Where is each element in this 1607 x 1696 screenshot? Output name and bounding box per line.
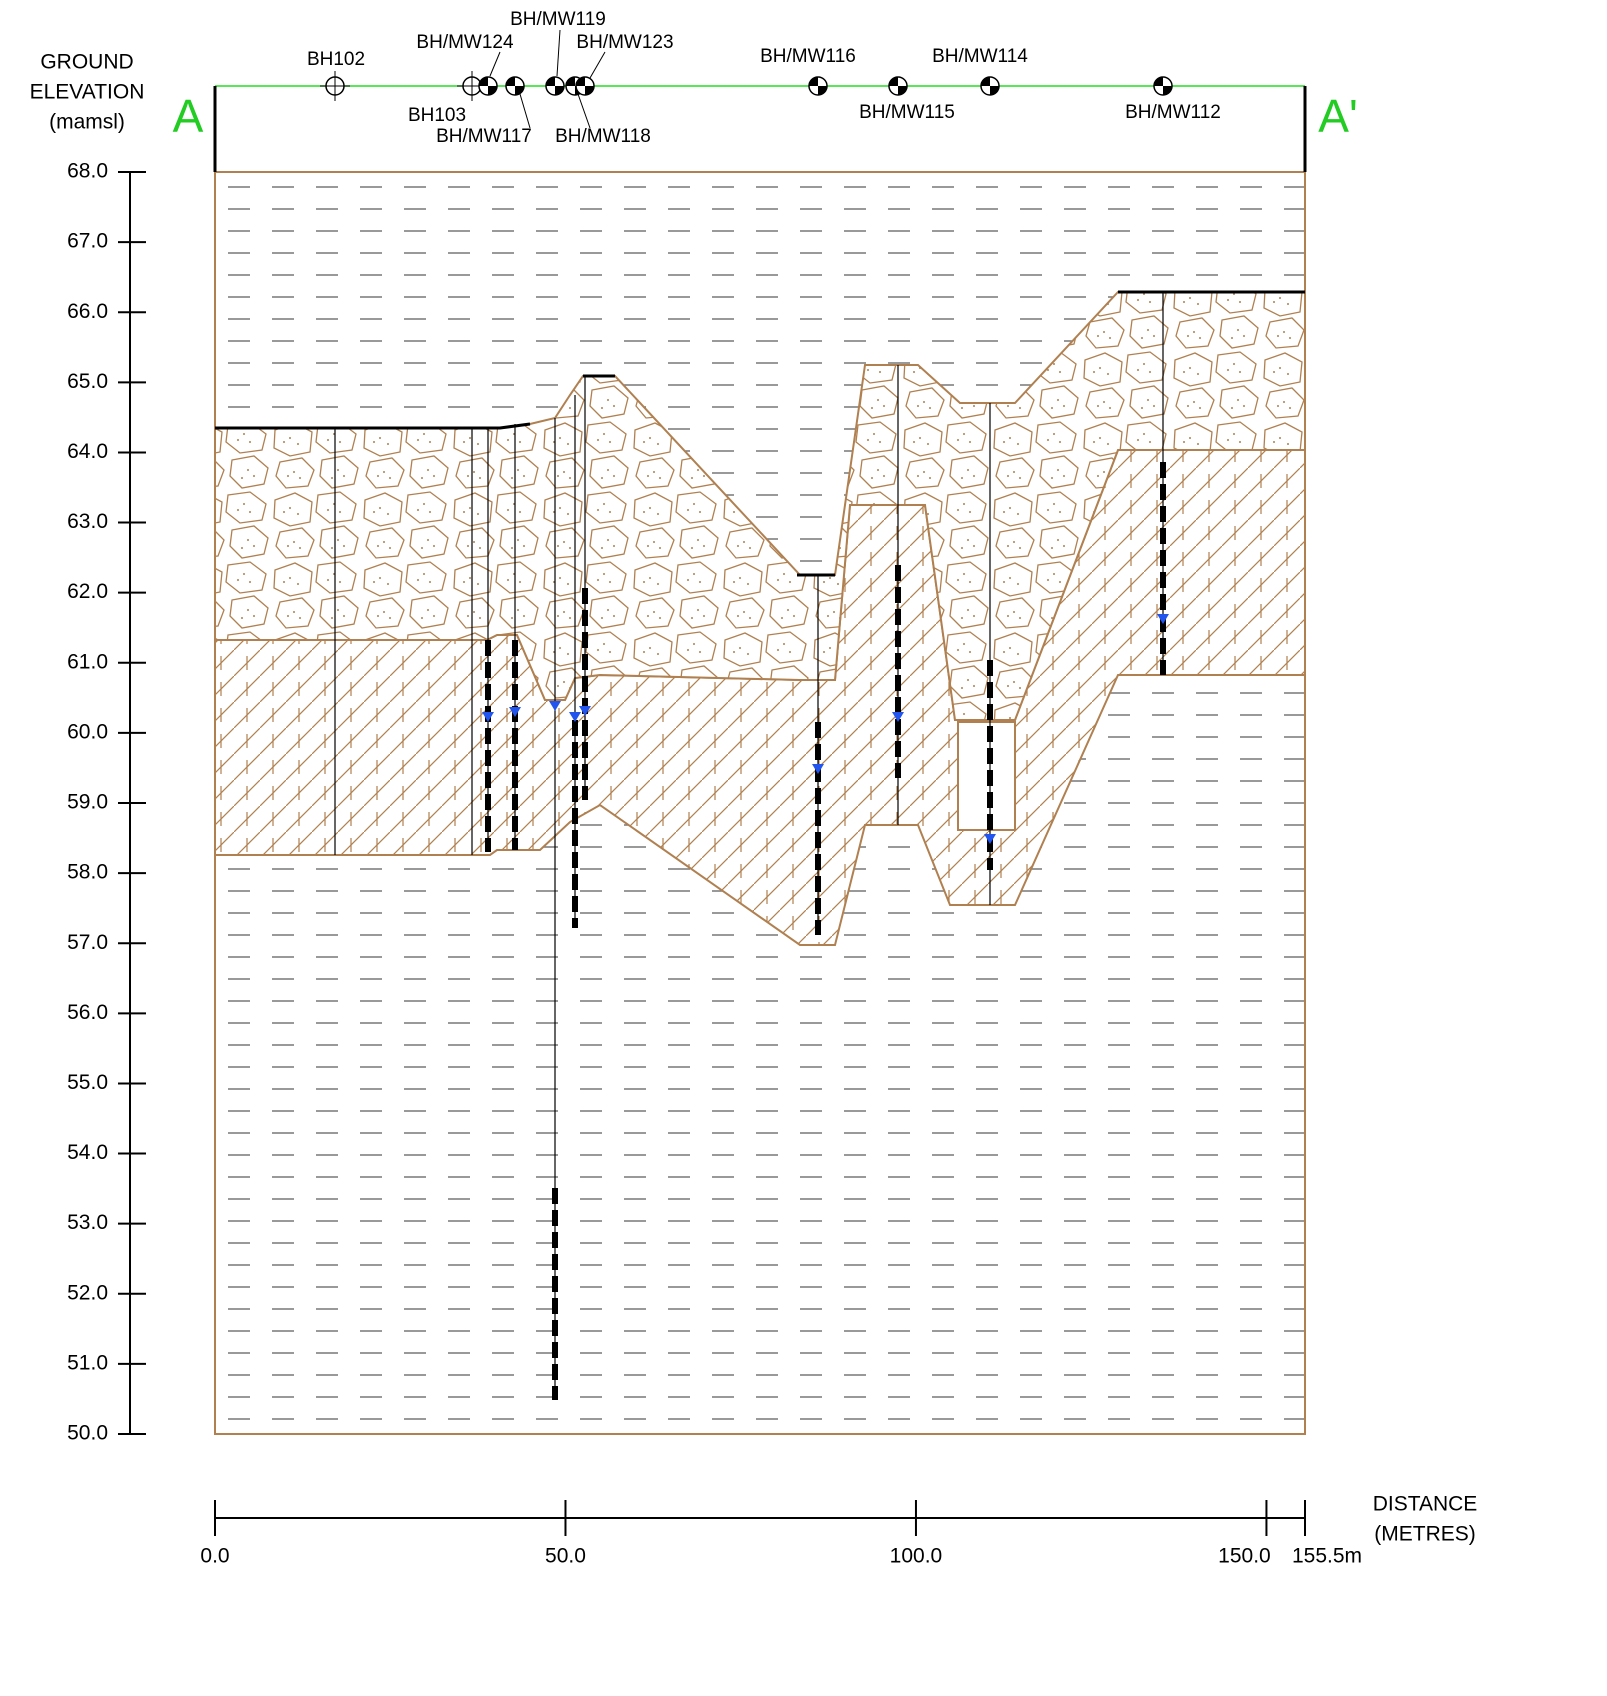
tick-label: 0.0 [200, 1545, 229, 1568]
borehole-label: BH/MW124 [416, 32, 514, 53]
tick-label: 150.0 [1218, 1545, 1271, 1568]
borehole-label: BH/MW119 [510, 9, 606, 30]
borehole-label: BH/MW117 [436, 126, 532, 147]
leader-line [590, 52, 605, 78]
tick-label: 56.0 [67, 1001, 108, 1024]
tick-label: 58.0 [67, 861, 108, 884]
tick-label: 68.0 [67, 160, 108, 183]
tick-label: 63.0 [67, 510, 108, 533]
section-end-label: A' [1318, 90, 1357, 142]
tick-label: 50.0 [545, 1545, 586, 1568]
axis-title: (mamsl) [49, 111, 125, 134]
sand-lens [958, 722, 1015, 830]
leader-line [557, 30, 560, 76]
borehole-label: BH/MW115 [859, 102, 955, 123]
leader-line [520, 94, 530, 128]
cross-section: A A' GROUND ELEVATION (mamsl) DISTANCE (… [0, 0, 1607, 1691]
borehole-label: BH/MW123 [576, 32, 673, 53]
tick-label: 60.0 [67, 720, 108, 743]
tick-label: 61.0 [67, 650, 108, 673]
axis-title: (METRES) [1374, 1523, 1476, 1546]
borehole-label: BH/MW112 [1125, 102, 1221, 123]
tick-label: 62.0 [67, 580, 108, 603]
tick-label: 50.0 [67, 1422, 108, 1445]
tick-label: 51.0 [67, 1351, 108, 1374]
tick-label: 67.0 [67, 230, 108, 253]
axis-title: GROUND [40, 51, 133, 74]
strata [215, 172, 1305, 1434]
tick-label: 53.0 [67, 1211, 108, 1234]
borehole-label: BH/MW118 [555, 126, 651, 147]
tick-label: 66.0 [67, 300, 108, 323]
tick-label: 59.0 [67, 791, 108, 814]
borehole-label: BH/MW114 [932, 46, 1028, 67]
borehole-label: BH102 [307, 49, 365, 70]
leader-line [578, 94, 590, 128]
axis-title: ELEVATION [30, 81, 145, 104]
axis-title: DISTANCE [1373, 1493, 1478, 1516]
section-start-label: A [173, 90, 204, 142]
tick-label: 64.0 [67, 440, 108, 463]
tick-label: 57.0 [67, 931, 108, 954]
tick-label: 65.0 [67, 370, 108, 393]
tick-label: 100.0 [890, 1545, 943, 1568]
leader-line [490, 52, 500, 76]
tick-label: 155.5m [1292, 1545, 1362, 1568]
borehole-label: BH103 [408, 105, 466, 126]
tick-label: 54.0 [67, 1141, 108, 1164]
tick-label: 52.0 [67, 1281, 108, 1304]
tick-label: 55.0 [67, 1071, 108, 1094]
borehole-label: BH/MW116 [760, 46, 856, 67]
